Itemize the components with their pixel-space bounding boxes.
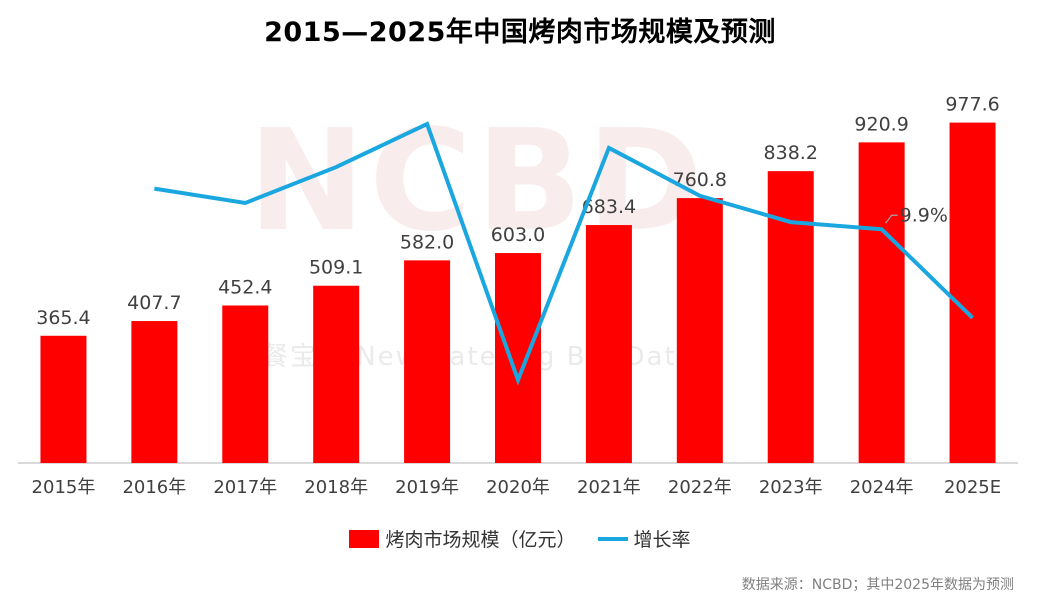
bar-3: [313, 285, 360, 463]
bar-data-label-4: 582.0: [400, 231, 454, 253]
growth-data-label-9: 9.9%: [900, 204, 948, 226]
x-tick-label-4: 2019年: [395, 477, 459, 498]
x-tick-label-0: 2015年: [32, 477, 96, 498]
legend-item-line: 增长率: [597, 525, 691, 552]
bar-data-label-3: 509.1: [309, 257, 363, 279]
bar-1: [131, 321, 178, 463]
x-tick-label-10: 2025E: [944, 477, 1001, 498]
bar-data-label-6: 683.4: [582, 196, 636, 218]
growth-rate-line: [154, 121, 974, 386]
bar-data-label-8: 838.2: [764, 142, 818, 164]
legend-line-swatch: [597, 536, 628, 541]
growth-label-leader-9: [885, 214, 898, 224]
x-tick-label-1: 2016年: [122, 477, 186, 498]
legend-item-bar: 烤肉市场规模（亿元）: [349, 525, 576, 552]
chart-title: 2015—2025年中国烤肉市场规模及预测: [264, 17, 776, 48]
bar-2: [222, 305, 269, 463]
bar-data-label-1: 407.7: [127, 292, 181, 314]
bar-7: [676, 198, 723, 463]
legend: 烤肉市场规模（亿元） 增长率: [0, 525, 1040, 552]
bar-4: [404, 260, 451, 463]
x-tick-label-2: 2017年: [213, 477, 277, 498]
bar-data-label-10: 977.6: [945, 94, 999, 116]
x-tick-label-7: 2022年: [668, 477, 732, 498]
x-tick-label-9: 2024年: [850, 477, 914, 498]
bar-0: [40, 335, 87, 463]
bar-data-label-9: 920.9: [854, 113, 908, 135]
legend-bar-label: 烤肉市场规模（亿元）: [385, 529, 576, 551]
x-tick-label-8: 2023年: [759, 477, 823, 498]
bar-5: [495, 253, 541, 463]
bar-8: [767, 171, 814, 464]
x-tick-label-6: 2021年: [577, 477, 641, 498]
x-tick-label-5: 2020年: [486, 477, 550, 498]
bar-10: [949, 122, 996, 463]
bar-9: [858, 142, 905, 463]
legend-line-label: 增长率: [633, 529, 691, 551]
legend-bar-swatch: [349, 529, 380, 548]
source-note: 数据来源：NCBD；其中2025年数据为预测: [741, 577, 1014, 593]
bar-6: [585, 225, 632, 463]
x-tick-label-3: 2018年: [304, 477, 368, 498]
bar-data-label-7: 760.8: [673, 169, 727, 191]
bar-data-label-5: 603.0: [491, 224, 545, 246]
bar-data-label-2: 452.4: [218, 276, 272, 298]
bar-data-label-0: 365.4: [36, 307, 90, 329]
